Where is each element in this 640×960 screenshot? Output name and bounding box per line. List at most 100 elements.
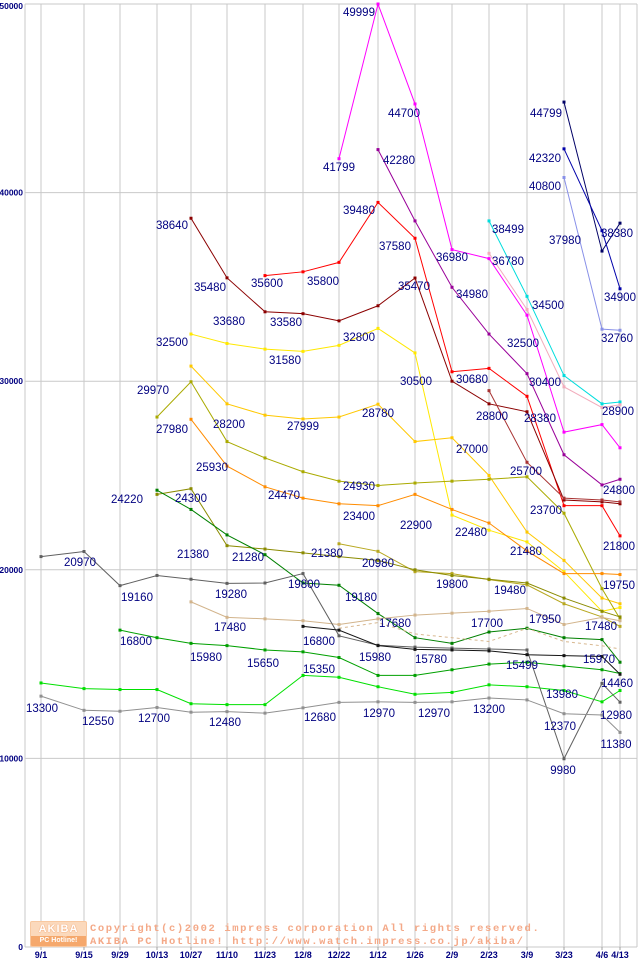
point-bright-green	[487, 683, 491, 687]
point-dark-green	[413, 636, 417, 640]
price-label: 27000	[456, 444, 488, 456]
point-magenta-peak	[413, 102, 417, 106]
price-label: 28200	[213, 419, 245, 431]
point-dark-green	[225, 533, 229, 537]
point-dark-yellow	[562, 602, 566, 606]
point-bright-green	[337, 675, 341, 679]
point-med-green	[525, 660, 529, 664]
point-gold	[263, 413, 267, 417]
price-label: 21480	[510, 546, 542, 558]
point-dark-red	[301, 312, 305, 316]
x-tick-label: 12/22	[328, 950, 351, 960]
point-med-green	[376, 673, 380, 677]
point-red	[376, 200, 380, 204]
point-magenta-peak	[618, 446, 622, 450]
point-black	[301, 624, 305, 628]
point-olive	[189, 380, 193, 384]
point-maroon	[618, 500, 622, 504]
price-label: 42320	[529, 153, 561, 165]
point-dark-gray	[82, 550, 86, 554]
point-yellow	[413, 351, 417, 355]
y-tick-label: 40000	[0, 188, 23, 198]
price-label: 30400	[529, 377, 561, 389]
series-light-blue	[563, 177, 621, 331]
point-med-green	[337, 655, 341, 659]
point-yellow	[376, 326, 380, 330]
point-cyan	[487, 219, 491, 223]
point-gray	[600, 713, 604, 717]
series-olive	[156, 380, 621, 620]
price-label: 24220	[111, 494, 143, 506]
point-pink	[600, 406, 604, 410]
price-label: 17680	[379, 618, 411, 630]
point-dark-green	[450, 641, 454, 645]
point-gold	[525, 530, 529, 534]
point-dark-gray	[618, 700, 622, 704]
point-yellow	[189, 332, 193, 336]
point-tan	[487, 609, 491, 613]
point-black	[600, 655, 604, 659]
price-label: 49999	[343, 7, 375, 19]
price-label: 34980	[456, 289, 488, 301]
point-purple	[525, 372, 529, 376]
x-tick-label: 9/1	[35, 950, 48, 960]
point-olive	[450, 479, 454, 483]
price-label: 21280	[232, 552, 264, 564]
price-label: 13300	[26, 703, 58, 715]
x-tick-label: 3/9	[521, 950, 534, 960]
point-dark-yellow	[450, 572, 454, 576]
price-label: 20980	[362, 558, 394, 570]
point-dark-olive	[337, 555, 341, 559]
point-dark-gray	[301, 572, 305, 576]
point-gray	[189, 710, 193, 714]
x-tick-label: 11/23	[254, 950, 276, 960]
point-purple	[413, 219, 417, 223]
x-tick-label: 9/15	[75, 950, 93, 960]
point-dark-gray	[450, 646, 454, 650]
point-tan	[600, 615, 604, 619]
point-magenta-peak	[450, 248, 454, 252]
point-gold	[376, 402, 380, 406]
point-bright-green	[600, 700, 604, 704]
price-label: 33580	[270, 317, 302, 329]
point-gold	[225, 402, 229, 406]
price-label: 12970	[418, 708, 450, 720]
point-dark-olive	[263, 547, 267, 551]
point-dark-gray	[337, 634, 341, 638]
point-orange	[189, 417, 193, 421]
price-label: 14460	[601, 678, 633, 690]
point-magenta-peak	[525, 313, 529, 317]
price-label: 30680	[456, 374, 488, 386]
x-tick-label: 3/23	[555, 950, 573, 960]
point-dark-red	[450, 379, 454, 383]
point-tan	[618, 619, 622, 623]
point-purple	[562, 453, 566, 457]
point-red	[450, 370, 454, 374]
point-dark-gray	[155, 573, 159, 577]
price-label: 41799	[323, 162, 355, 174]
point-dark-red	[562, 498, 566, 502]
logo-akiba-text: AKIBA	[38, 923, 79, 935]
x-tick-label: 2/23	[480, 950, 498, 960]
point-dark-gray	[487, 647, 491, 651]
point-olive	[337, 479, 341, 483]
point-gray	[118, 709, 122, 713]
point-olive	[525, 475, 529, 479]
price-label: 32800	[343, 332, 375, 344]
point-olive	[263, 456, 267, 460]
point-black	[337, 628, 341, 632]
point-tan	[263, 617, 267, 621]
point-red	[487, 366, 491, 370]
series-dark-red	[190, 217, 621, 505]
point-orange	[413, 492, 417, 496]
point-light-blue	[618, 328, 622, 332]
point-gray	[376, 700, 380, 704]
point-bright-green	[450, 690, 454, 694]
point-pink	[525, 308, 529, 312]
point-dark-olive	[155, 492, 159, 496]
point-dark-green	[337, 583, 341, 587]
point-magenta-peak	[337, 157, 341, 161]
point-yellow	[450, 513, 454, 517]
point-dark-red	[189, 216, 193, 220]
point-gray	[413, 700, 417, 704]
